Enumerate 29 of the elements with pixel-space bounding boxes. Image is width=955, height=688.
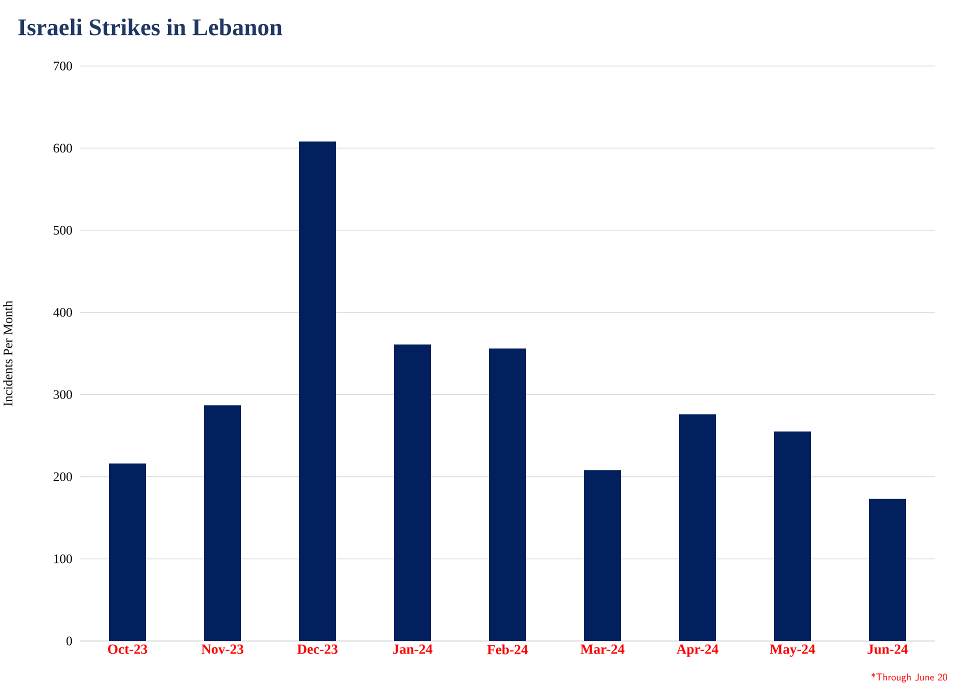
x-tick-label: Dec-23 [297, 644, 338, 654]
y-tick-label: 400 [53, 308, 72, 317]
y-axis-title: Incidents Per Month [3, 300, 12, 406]
x-tick-label: Oct-23 [108, 644, 148, 654]
x-tick-label: Nov-23 [201, 644, 244, 654]
x-tick-label: May-24 [770, 644, 816, 657]
y-tick-label: 700 [54, 62, 72, 70]
bar [489, 348, 526, 641]
bar [869, 498, 906, 641]
bar [584, 470, 622, 641]
bar [394, 344, 432, 641]
x-tick-label: Jun-24 [868, 644, 908, 654]
y-tick-label: 500 [54, 226, 72, 235]
x-tick-label: Jan-24 [392, 644, 432, 654]
y-tick-label: 600 [54, 144, 72, 152]
y-tick-label: 100 [54, 554, 72, 564]
x-tick-label: Apr-24 [676, 644, 718, 657]
bar [204, 405, 242, 641]
bar [109, 464, 146, 641]
bar [679, 414, 716, 641]
bar [774, 432, 811, 641]
text: *Through June 20 [872, 672, 948, 682]
bar [299, 142, 336, 641]
y-tick-label: 200 [54, 472, 72, 482]
x-tick-label: Feb-24 [487, 644, 528, 654]
y-tick-label: 300 [54, 390, 72, 399]
x-tick-label: Mar-24 [580, 644, 624, 654]
y-tick-label: 0 [66, 636, 72, 646]
chart-title: Israeli Strikes in Lebanon [18, 18, 282, 36]
